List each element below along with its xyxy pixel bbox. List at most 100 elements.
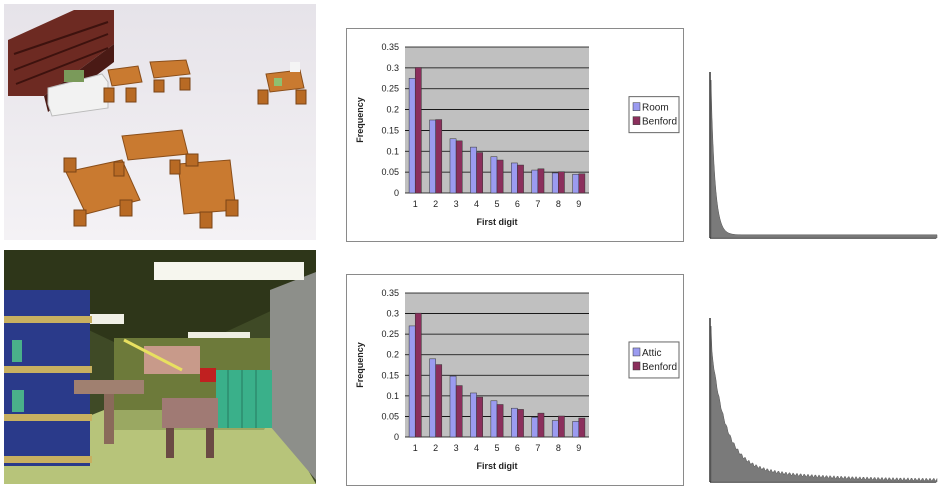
x-axis-label: First digit [477, 217, 518, 227]
room-benford-chart: 0 0.05 0.1 0.15 0.2 0.25 0.3 0.35 1 2 3 4 5 6 7 8 9 Fir… [346, 28, 684, 242]
x-tick-label: 7 [535, 199, 540, 209]
bar-benford-8 [558, 415, 565, 438]
histogram-area [710, 79, 938, 239]
room-benford-chart-svg: 0 0.05 0.1 0.15 0.2 0.25 0.3 0.35 1 2 3 4 5 6 7 8 9 Fir… [355, 42, 680, 227]
bar-benford-1 [414, 67, 422, 194]
y-tick-label: 0.15 [381, 370, 399, 380]
x-tick-label: 7 [535, 443, 540, 453]
x-tick-label: 2 [433, 443, 438, 453]
bar-benford-5 [496, 404, 504, 438]
bar-attic-4 [470, 392, 477, 438]
bar-room-6 [511, 162, 518, 194]
y-tick-label: 0.05 [381, 167, 399, 177]
x-tick-label: 6 [515, 199, 520, 209]
y-tick-label: 0.3 [386, 63, 399, 73]
x-tick-label: 5 [494, 443, 499, 453]
bar-benford-9 [578, 173, 586, 194]
x-tick-label: 8 [556, 199, 561, 209]
bar-benford-6 [517, 164, 524, 194]
y-tick-labels: 0 0.05 0.1 0.15 0.2 0.25 0.3 0.35 [381, 42, 399, 198]
y-tick-label: 0.05 [381, 411, 399, 421]
y-tick-label: 0.1 [386, 391, 399, 401]
bar-benford-3 [455, 140, 463, 194]
legend-swatch-benford [632, 361, 641, 371]
bar-benford-9 [578, 417, 586, 438]
x-tick-label: 5 [494, 199, 499, 209]
y-tick-label: 0.1 [386, 146, 399, 156]
bar-attic-3 [449, 375, 457, 438]
x-tick-label: 9 [576, 443, 581, 453]
bar-benford-5 [496, 159, 504, 194]
legend-label-attic: Attic [642, 348, 661, 359]
x-tick-labels: 1 2 3 4 5 6 7 8 9 [413, 199, 582, 209]
attic-render-image [4, 250, 316, 484]
attic-value-histogram [709, 318, 938, 483]
x-tick-label: 1 [413, 443, 418, 453]
legend-swatch-room [632, 102, 641, 111]
x-tick-label: 3 [454, 199, 459, 209]
bar-room-8 [551, 172, 559, 194]
bar-attic-9 [572, 421, 580, 438]
bar-group [408, 67, 586, 194]
bar-attic-6 [511, 407, 518, 438]
y-axis-label: Frequency [355, 97, 365, 143]
y-tick-label: 0.2 [386, 105, 399, 115]
bar-benford-4 [476, 152, 483, 194]
bar-benford-2 [435, 364, 443, 438]
room-value-histogram [709, 72, 938, 239]
y-tick-labels: 0 0.05 0.1 0.15 0.2 0.25 0.3 0.35 [381, 288, 399, 442]
y-tick-label: 0.2 [386, 350, 399, 360]
bar-benford-1 [414, 312, 422, 438]
bar-group [408, 312, 586, 438]
bar-benford-4 [476, 396, 483, 438]
bar-room-9 [572, 173, 580, 194]
y-tick-label: 0.25 [381, 329, 399, 339]
bar-benford-3 [455, 385, 463, 438]
legend: Room Benford [628, 96, 680, 134]
y-tick-label: 0.35 [381, 288, 399, 298]
x-axis-label: First digit [477, 461, 518, 471]
x-tick-label: 2 [433, 199, 438, 209]
bar-attic-8 [551, 420, 559, 438]
legend: Attic Benford [628, 341, 680, 379]
legend-label-room: Room [642, 103, 669, 114]
bar-attic-7 [531, 417, 539, 438]
bar-benford-7 [537, 412, 545, 438]
bar-attic-5 [490, 400, 498, 438]
bar-attic-2 [429, 358, 436, 438]
bar-room-2 [429, 119, 436, 194]
bar-benford-6 [517, 409, 524, 438]
legend-label-benford: Benford [642, 362, 677, 373]
y-tick-label: 0.3 [386, 309, 399, 319]
x-tick-label: 6 [515, 443, 520, 453]
bar-room-7 [531, 169, 539, 194]
x-tick-label: 1 [413, 199, 418, 209]
room-render-drawing [4, 4, 316, 240]
y-tick-label: 0 [394, 432, 399, 442]
legend-swatch-benford [632, 116, 641, 125]
bar-room-3 [449, 138, 457, 194]
legend-swatch-attic [632, 347, 641, 357]
legend-label-benford: Benford [642, 117, 677, 128]
bar-benford-7 [537, 168, 545, 194]
bar-benford-2 [435, 119, 443, 194]
bar-attic-1 [408, 325, 416, 438]
y-tick-label: 0.35 [381, 42, 399, 52]
x-tick-label: 3 [454, 443, 459, 453]
x-tick-labels: 1 2 3 4 5 6 7 8 9 [413, 443, 582, 453]
y-axis-label: Frequency [355, 342, 365, 388]
y-tick-label: 0 [394, 188, 399, 198]
y-tick-label: 0.25 [381, 84, 399, 94]
y-tick-label: 0.15 [381, 125, 399, 135]
bar-benford-8 [558, 171, 565, 194]
bar-room-1 [408, 78, 416, 194]
attic-benford-chart: 0 0.05 0.1 0.15 0.2 0.25 0.3 0.35 1 2 3 4 5 6 7 8 9 Fir… [346, 274, 684, 486]
histogram-area [710, 325, 938, 483]
attic-benford-chart-svg: 0 0.05 0.1 0.15 0.2 0.25 0.3 0.35 1 2 3 4 5 6 7 8 9 Fir… [355, 288, 680, 471]
x-tick-label: 9 [576, 199, 581, 209]
bar-room-5 [490, 156, 498, 194]
attic-render-drawing [4, 250, 316, 484]
x-tick-label: 4 [474, 443, 479, 453]
bar-room-4 [470, 146, 477, 194]
x-tick-label: 8 [556, 443, 561, 453]
